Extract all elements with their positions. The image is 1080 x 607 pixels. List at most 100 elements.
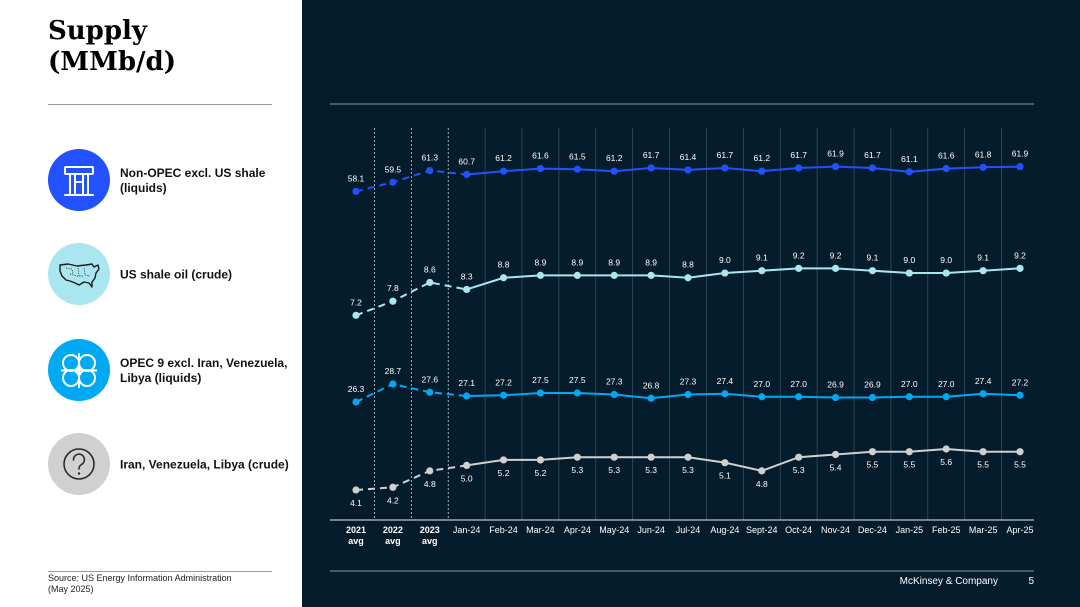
legend-item-us-shale: US shale oil (crude) [48, 243, 298, 307]
opec-logo-icon [61, 353, 97, 388]
data-label-non-opec-excl-us-shale-liquids: 61.9 [1012, 149, 1029, 159]
data-point-opec-9-excl-iran-venezuela-libya-liquids [905, 393, 913, 401]
legend-icon-circle [48, 433, 110, 495]
data-label-iran-venezuela-libya-crude: 5.2 [498, 468, 510, 478]
data-label-opec-9-excl-iran-venezuela-libya-liquids: 27.4 [975, 376, 992, 386]
page-title-line-1: Supply [48, 16, 148, 46]
data-point-non-opec-excl-us-shale-liquids [942, 165, 950, 173]
data-label-opec-9-excl-iran-venezuela-libya-liquids: 26.3 [348, 384, 365, 394]
source-divider [48, 571, 272, 572]
data-point-opec-9-excl-iran-venezuela-libya-liquids [463, 392, 471, 400]
data-label-us-shale-oil-crude: 9.0 [940, 255, 952, 265]
data-label-iran-venezuela-libya-crude: 5.5 [867, 460, 879, 470]
data-label-iran-venezuela-libya-crude: 4.8 [756, 479, 768, 489]
data-point-iran-venezuela-libya-crude [795, 453, 803, 461]
data-label-us-shale-oil-crude: 9.2 [793, 250, 805, 260]
data-point-opec-9-excl-iran-venezuela-libya-liquids [499, 391, 508, 399]
series-line-annual-opec-9-excl-iran-venezuela-libya-liquids [355, 382, 467, 403]
data-label-us-shale-oil-crude: 8.6 [424, 264, 436, 274]
data-label-us-shale-oil-crude: 8.9 [571, 257, 583, 267]
data-point-us-shale-oil-crude [573, 271, 581, 279]
data-point-us-shale-oil-crude [942, 269, 950, 277]
page-number: 5 [1028, 576, 1034, 587]
data-point-non-opec-excl-us-shale-liquids [352, 187, 360, 195]
data-label-iran-venezuela-libya-crude: 5.3 [608, 465, 620, 475]
data-point-non-opec-excl-us-shale-liquids [831, 163, 840, 171]
data-label-iran-venezuela-libya-crude: 5.4 [830, 462, 842, 472]
data-label-iran-venezuela-libya-crude: 5.0 [461, 473, 473, 483]
x-tick-label: 2021 [346, 525, 366, 535]
x-tick-label: Aug-24 [710, 525, 739, 535]
x-tick-label: Jun-24 [637, 525, 665, 535]
source-note: Source: US Energy Information Administra… [48, 573, 232, 594]
x-tick-label: Apr-24 [564, 525, 591, 535]
data-label-us-shale-oil-crude: 8.9 [608, 257, 620, 267]
legend-label-opec: OPEC 9 excl. Iran, Venezuela, Libya (liq… [120, 356, 288, 385]
x-tick-label: Feb-25 [932, 525, 961, 535]
data-point-iran-venezuela-libya-crude [389, 483, 397, 491]
data-point-us-shale-oil-crude [831, 264, 840, 272]
data-point-opec-9-excl-iran-venezuela-libya-liquids [647, 394, 655, 402]
data-point-iran-venezuela-libya-crude [868, 448, 877, 456]
data-label-us-shale-oil-crude: 7.2 [350, 297, 362, 307]
data-label-non-opec-excl-us-shale-liquids: 60.7 [458, 156, 475, 166]
data-label-non-opec-excl-us-shale-liquids: 59.5 [385, 164, 402, 174]
data-point-iran-venezuela-libya-crude [979, 448, 987, 456]
chart-panel [302, 0, 1080, 607]
data-label-us-shale-oil-crude: 9.2 [1014, 250, 1026, 260]
x-tick-label: avg [348, 536, 364, 546]
data-point-opec-9-excl-iran-venezuela-libya-liquids [426, 388, 434, 396]
data-point-opec-9-excl-iran-venezuela-libya-liquids [1016, 391, 1024, 399]
x-tick-label: Mar-24 [526, 525, 555, 535]
legend-item-iran-venezuela-libya: Iran, Venezuela, Libya (crude) [48, 433, 298, 497]
data-point-opec-9-excl-iran-venezuela-libya-liquids [942, 393, 950, 401]
data-point-opec-9-excl-iran-venezuela-libya-liquids [573, 389, 581, 397]
x-tick-label: Apr-25 [1006, 525, 1033, 535]
data-label-non-opec-excl-us-shale-liquids: 61.4 [680, 152, 697, 162]
data-point-us-shale-oil-crude [721, 269, 729, 277]
data-point-iran-venezuela-libya-crude [573, 453, 581, 461]
data-label-opec-9-excl-iran-venezuela-libya-liquids: 27.0 [790, 379, 807, 389]
data-label-iran-venezuela-libya-crude: 5.1 [719, 471, 731, 481]
data-label-non-opec-excl-us-shale-liquids: 58.1 [348, 173, 365, 183]
data-label-non-opec-excl-us-shale-liquids: 61.2 [495, 153, 512, 163]
data-label-opec-9-excl-iran-venezuela-libya-liquids: 27.0 [901, 379, 918, 389]
data-label-opec-9-excl-iran-venezuela-libya-liquids: 27.1 [458, 378, 475, 388]
data-label-non-opec-excl-us-shale-liquids: 61.7 [790, 150, 807, 160]
data-point-opec-9-excl-iran-venezuela-libya-liquids [352, 398, 360, 406]
x-tick-label: avg [385, 536, 401, 546]
data-point-opec-9-excl-iran-venezuela-libya-liquids [831, 393, 840, 402]
data-point-non-opec-excl-us-shale-liquids [868, 164, 877, 172]
data-label-iran-venezuela-libya-crude: 4.8 [424, 479, 436, 489]
x-tick-label: 2023 [420, 525, 440, 535]
data-point-us-shale-oil-crude [499, 274, 508, 282]
data-label-iran-venezuela-libya-crude: 5.3 [645, 465, 657, 475]
data-label-iran-venezuela-libya-crude: 5.3 [682, 465, 694, 475]
data-point-non-opec-excl-us-shale-liquids [647, 164, 655, 172]
data-label-iran-venezuela-libya-crude: 5.6 [940, 457, 952, 467]
data-label-opec-9-excl-iran-venezuela-libya-liquids: 27.6 [422, 374, 439, 384]
x-tick-label: Jul-24 [676, 525, 701, 535]
legend-item-non-opec: Non-OPEC excl. US shale (liquids) [48, 149, 298, 213]
legend-icon-circle [48, 243, 110, 305]
data-point-iran-venezuela-libya-crude [647, 453, 655, 461]
data-label-opec-9-excl-iran-venezuela-libya-liquids: 26.9 [827, 380, 844, 390]
data-label-opec-9-excl-iran-venezuela-libya-liquids: 27.4 [717, 376, 734, 386]
data-point-iran-venezuela-libya-crude [684, 453, 692, 461]
page-title-line-2: (MMb/d) [48, 47, 177, 77]
data-point-non-opec-excl-us-shale-liquids [795, 164, 803, 172]
data-point-us-shale-oil-crude [1016, 264, 1024, 272]
series-line-monthly-us-shale-oil-crude [466, 267, 1021, 291]
data-label-us-shale-oil-crude: 9.2 [830, 250, 842, 260]
x-tick-label: May-24 [599, 525, 629, 535]
data-label-us-shale-oil-crude: 9.1 [977, 253, 989, 263]
data-label-iran-venezuela-libya-crude: 5.2 [535, 468, 547, 478]
data-point-opec-9-excl-iran-venezuela-libya-liquids [979, 390, 987, 398]
data-label-opec-9-excl-iran-venezuela-libya-liquids: 27.0 [754, 379, 771, 389]
legend-icon-circle [48, 339, 110, 401]
data-label-non-opec-excl-us-shale-liquids: 61.7 [864, 150, 881, 160]
data-point-opec-9-excl-iran-venezuela-libya-liquids [868, 393, 877, 402]
x-tick-label: Mar-25 [969, 525, 998, 535]
data-label-us-shale-oil-crude: 9.0 [903, 255, 915, 265]
data-label-non-opec-excl-us-shale-liquids: 61.5 [569, 151, 586, 161]
